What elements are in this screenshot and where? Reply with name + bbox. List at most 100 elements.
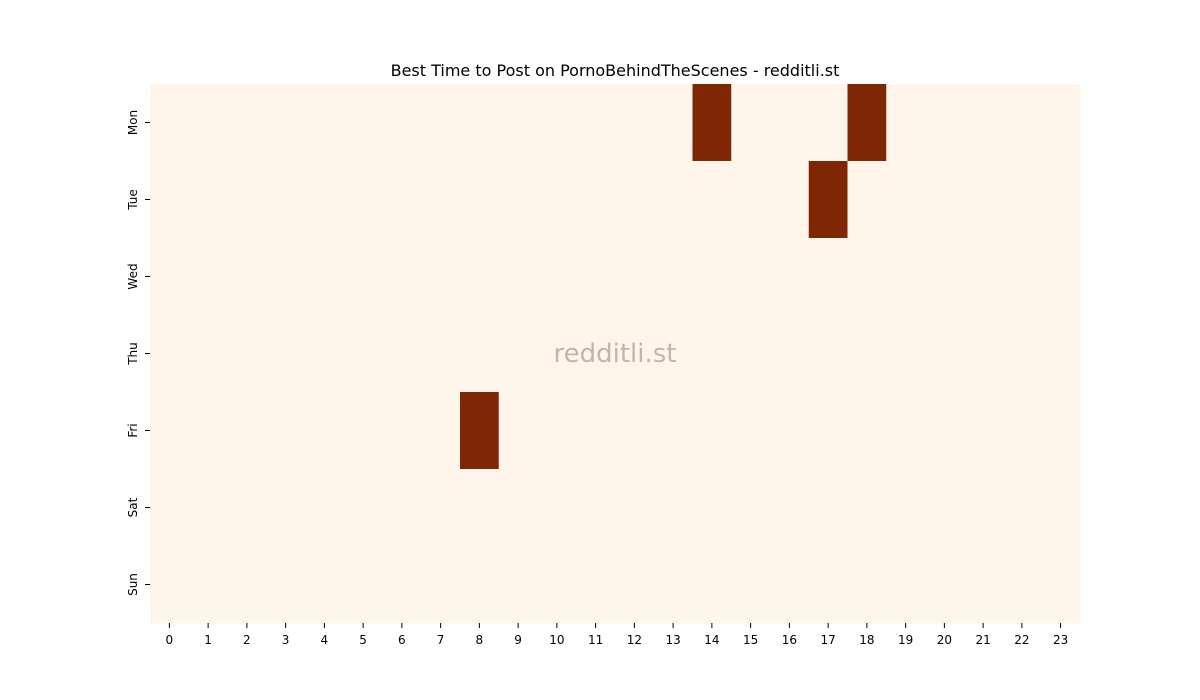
heatmap-cell-fri-18: [847, 392, 887, 470]
heatmap-cell-sat-11: [576, 469, 616, 547]
heatmap-cell-thu-6: [382, 315, 422, 393]
x-tick-label-15: 15: [743, 633, 758, 647]
heatmap-cell-thu-17: [808, 315, 848, 393]
heatmap-cell-fri-2: [227, 392, 267, 470]
x-tick-label-16: 16: [782, 633, 797, 647]
heatmap-cell-sun-7: [421, 546, 461, 624]
heatmap-cell-sat-19: [886, 469, 926, 547]
heatmap-cell-mon-14: [692, 84, 732, 162]
heatmap-cell-sat-21: [963, 469, 1003, 547]
heatmap-cell-wed-1: [188, 238, 228, 316]
heatmap-cell-tue-16: [770, 161, 810, 239]
heatmap-cell-mon-23: [1041, 84, 1081, 162]
heatmap-cell-wed-8: [460, 238, 500, 316]
heatmap-cell-mon-15: [731, 84, 771, 162]
heatmap-cell-tue-3: [266, 161, 306, 239]
heatmap-cell-mon-19: [886, 84, 926, 162]
heatmap-cell-mon-9: [498, 84, 538, 162]
x-tick-label-20: 20: [937, 633, 952, 647]
heatmap-cell-thu-7: [421, 315, 461, 393]
heatmap-cell-sun-22: [1002, 546, 1042, 624]
heatmap-cell-sat-9: [498, 469, 538, 547]
heatmap-cell-wed-21: [963, 238, 1003, 316]
heatmap-cell-fri-17: [808, 392, 848, 470]
heatmap-cell-tue-5: [343, 161, 383, 239]
heatmap-cell-fri-22: [1002, 392, 1042, 470]
heatmap-cell-wed-20: [925, 238, 965, 316]
heatmap-cell-tue-14: [692, 161, 732, 239]
heatmap-cell-fri-9: [498, 392, 538, 470]
heatmap-cell-thu-23: [1041, 315, 1081, 393]
heatmap-cell-mon-12: [615, 84, 655, 162]
x-tick-label-4: 4: [321, 633, 329, 647]
heatmap-cell-mon-1: [188, 84, 228, 162]
heatmap-cell-mon-22: [1002, 84, 1042, 162]
x-tick-label-12: 12: [627, 633, 642, 647]
heatmap-cell-fri-12: [615, 392, 655, 470]
heatmap-cell-mon-5: [343, 84, 383, 162]
heatmap-cell-thu-2: [227, 315, 267, 393]
heatmap-cell-mon-16: [770, 84, 810, 162]
heatmap-cell-sun-6: [382, 546, 422, 624]
heatmap-cell-wed-11: [576, 238, 616, 316]
heatmap-cell-wed-18: [847, 238, 887, 316]
heatmap-cell-mon-21: [963, 84, 1003, 162]
heatmap-cell-sun-18: [847, 546, 887, 624]
heatmap-cell-fri-8: [460, 392, 500, 470]
heatmap-cell-tue-0: [150, 161, 190, 239]
heatmap-cell-mon-6: [382, 84, 422, 162]
heatmap-cell-fri-1: [188, 392, 228, 470]
heatmap-cell-sun-11: [576, 546, 616, 624]
x-tick-label-21: 21: [975, 633, 990, 647]
heatmap-cell-thu-21: [963, 315, 1003, 393]
heatmap-cell-sat-17: [808, 469, 848, 547]
heatmap-cell-wed-0: [150, 238, 190, 316]
heatmap-cell-thu-9: [498, 315, 538, 393]
heatmap-cell-fri-21: [963, 392, 1003, 470]
heatmap-cell-tue-12: [615, 161, 655, 239]
heatmap-cell-sun-0: [150, 546, 190, 624]
x-tick-label-23: 23: [1053, 633, 1068, 647]
heatmap-cell-fri-7: [421, 392, 461, 470]
heatmap-cell-sat-18: [847, 469, 887, 547]
heatmap-cell-tue-6: [382, 161, 422, 239]
heatmap-cell-mon-17: [808, 84, 848, 162]
heatmap-cell-fri-20: [925, 392, 965, 470]
heatmap-cell-tue-18: [847, 161, 887, 239]
heatmap-cell-sat-0: [150, 469, 190, 547]
heatmap-cell-sun-9: [498, 546, 538, 624]
heatmap-cell-wed-14: [692, 238, 732, 316]
heatmap-cell-tue-9: [498, 161, 538, 239]
heatmap-cell-wed-5: [343, 238, 383, 316]
heatmap-cell-wed-10: [537, 238, 577, 316]
heatmap-cell-tue-22: [1002, 161, 1042, 239]
heatmap-cell-sun-8: [460, 546, 500, 624]
x-tick-label-11: 11: [588, 633, 603, 647]
heatmap-cell-fri-6: [382, 392, 422, 470]
heatmap-cell-mon-8: [460, 84, 500, 162]
x-tick-label-5: 5: [359, 633, 367, 647]
heatmap-cell-fri-10: [537, 392, 577, 470]
heatmap-cell-fri-3: [266, 392, 306, 470]
heatmap-cell-sun-14: [692, 546, 732, 624]
x-tick-label-6: 6: [398, 633, 406, 647]
heatmap-cell-wed-3: [266, 238, 306, 316]
x-axis: 0 1 2 3 4 5 6 7 8 9 10 11 12 13 14 15 16 17 18 19 20 21 22 23: [166, 623, 1068, 647]
heatmap-cell-sat-1: [188, 469, 228, 547]
x-tick-label-3: 3: [282, 633, 290, 647]
heatmap-cell-tue-8: [460, 161, 500, 239]
heatmap-cell-mon-20: [925, 84, 965, 162]
heatmap-cell-sun-23: [1041, 546, 1081, 624]
heatmap-cell-mon-13: [653, 84, 693, 162]
heatmap-cell-fri-15: [731, 392, 771, 470]
heatmap-cell-thu-16: [770, 315, 810, 393]
heatmap-cell-sat-23: [1041, 469, 1081, 547]
heatmap-cell-sat-8: [460, 469, 500, 547]
heatmap-cell-wed-4: [305, 238, 345, 316]
heatmap-cell-sun-4: [305, 546, 345, 624]
heatmap-cell-sat-4: [305, 469, 345, 547]
heatmap-cell-sat-13: [653, 469, 693, 547]
heatmap-cell-wed-15: [731, 238, 771, 316]
heatmap-cell-sun-10: [537, 546, 577, 624]
